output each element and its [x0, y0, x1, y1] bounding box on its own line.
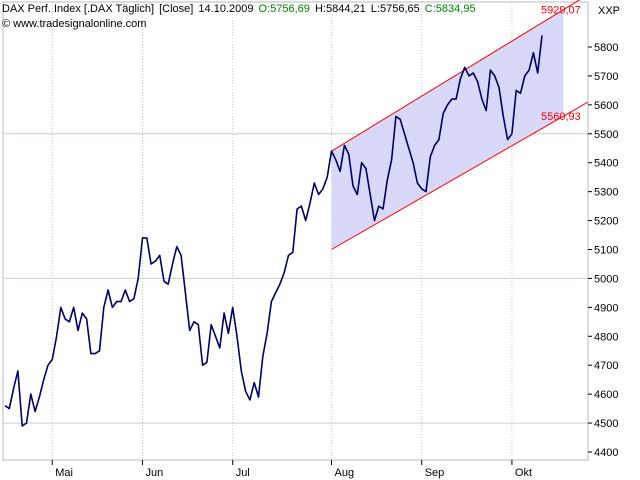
header-date: 14.10.2009 [198, 3, 254, 15]
y-tick-label: 4800 [594, 331, 618, 343]
channel-upper-label: 5929,07 [541, 5, 581, 17]
y-axis-unit: XXP [598, 5, 620, 17]
channel-lower-line [331, 101, 589, 250]
y-tick-label: 4700 [594, 360, 618, 372]
x-tick-label: Sep [425, 467, 445, 479]
y-tick-label: 5500 [594, 129, 618, 141]
y-tick-label: 4500 [594, 418, 618, 430]
x-tick-label: Aug [334, 467, 354, 479]
y-tick-label: 4400 [594, 447, 618, 459]
y-tick-label: 5400 [594, 158, 618, 170]
header-mode: [Close] [159, 3, 194, 15]
y-tick-label: 5200 [594, 216, 618, 228]
header-open: O:5756,69 [258, 3, 310, 15]
header-title: DAX Perf. Index [.DAX Täglich] [2, 3, 155, 15]
y-tick-label: 5300 [594, 187, 618, 199]
header-close: C:5834,95 [424, 3, 476, 15]
x-tick-label: Jul [236, 467, 250, 479]
y-tick-label: 5100 [594, 245, 618, 257]
y-tick-label: 5000 [594, 273, 618, 285]
y-tick-label: 5600 [594, 100, 618, 112]
copyright-text: © www.tradesignalonline.com [2, 18, 147, 30]
x-tick-label: Jun [145, 467, 163, 479]
channel-upper-line [331, 0, 581, 152]
plot-frame [2, 1, 589, 461]
x-tick-label: Okt [515, 467, 532, 479]
chart-header: DAX Perf. Index [.DAX Täglich] [Close] 1… [2, 3, 478, 15]
header-high: H:5844,21 [314, 3, 366, 15]
y-tick-label: 5800 [594, 42, 618, 54]
header-low: L:5756,65 [370, 3, 420, 15]
x-tick-label: Mai [55, 467, 73, 479]
price-line [4, 35, 543, 427]
y-tick-label: 4600 [594, 389, 618, 401]
trend-channel-fill [331, 9, 564, 250]
y-tick-label: 4900 [594, 302, 618, 314]
channel-lower-label: 5560,93 [541, 111, 581, 123]
y-tick-label: 5700 [594, 71, 618, 83]
